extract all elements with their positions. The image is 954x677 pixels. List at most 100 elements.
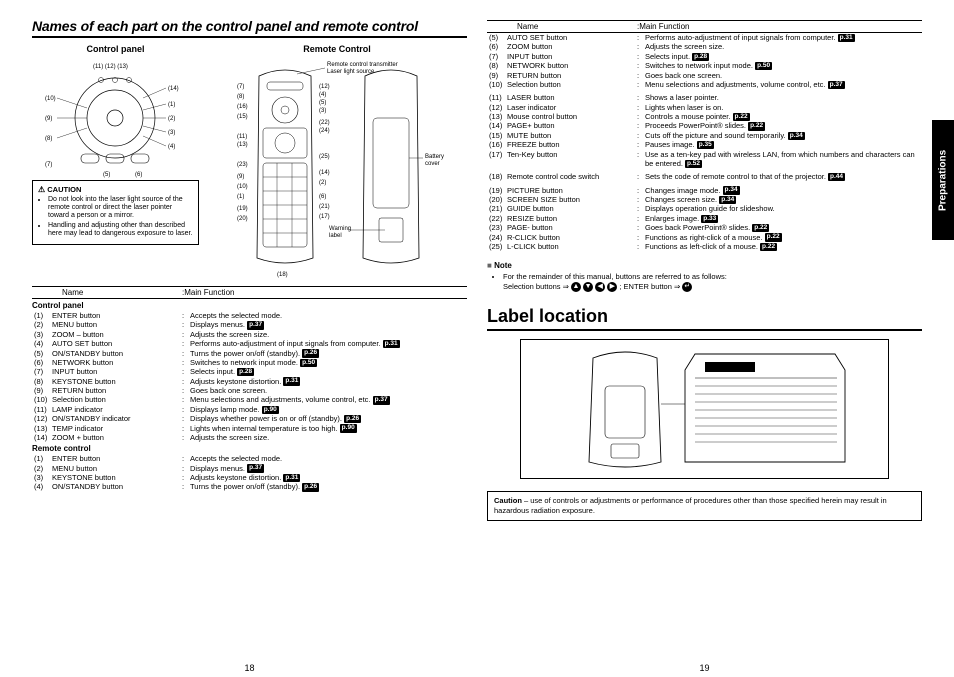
item-function: Changes image mode. p.34: [645, 186, 922, 195]
item-number: (6): [487, 42, 507, 51]
svg-text:(8): (8): [237, 94, 244, 100]
svg-text:(7): (7): [237, 84, 244, 90]
table-header-left: Name : Main Function: [32, 286, 467, 299]
item-function: Goes back one screen.: [190, 386, 467, 395]
svg-text:(2): (2): [168, 116, 175, 122]
svg-text:(9): (9): [237, 174, 244, 180]
item-number: (12): [32, 414, 52, 423]
table-row: (14)ZOOM + button:Adjusts the screen siz…: [32, 433, 467, 442]
enter-icon: ↵: [682, 282, 692, 292]
item-name: R-CLICK button: [507, 233, 637, 242]
svg-text:cover: cover: [425, 161, 440, 167]
item-number: (22): [487, 214, 507, 223]
item-name: ZOOM button: [507, 42, 637, 51]
left-arrow-icon: ◀: [595, 282, 605, 292]
item-number: (7): [32, 367, 52, 376]
table-row: (13)TEMP indicator:Lights when internal …: [32, 424, 467, 433]
item-number: (13): [487, 112, 507, 121]
item-number: (5): [487, 33, 507, 42]
svg-text:(13): (13): [237, 142, 248, 148]
item-function: Turns the power on/off (standby). p.26: [190, 482, 467, 491]
control-panel-svg: (11) (12) (13) (10) (9) (8) (7) (14) (1)…: [43, 58, 188, 178]
table-row: (10)Selection button:Menu selections and…: [487, 80, 922, 89]
control-panel-diagram: (11) (12) (13) (10) (9) (8) (7) (14) (1)…: [32, 58, 199, 178]
page-ref-badge: p.34: [719, 196, 736, 204]
item-name: Selection button: [507, 80, 637, 89]
table-row: (24)R-CLICK button:Functions as right-cl…: [487, 233, 922, 242]
page-ref-badge: p.52: [685, 160, 702, 168]
svg-text:(23): (23): [237, 162, 248, 168]
item-number: (12): [487, 103, 507, 112]
page-ref-badge: p.26: [302, 349, 319, 357]
page-ref-badge: p.22: [733, 113, 750, 121]
svg-text:(20): (20): [237, 216, 248, 222]
svg-text:(11) (12) (13): (11) (12) (13): [93, 64, 128, 70]
table-row: (21)GUIDE button:Displays operation guid…: [487, 204, 922, 213]
item-function: Switches to network input mode. p.50: [645, 61, 922, 70]
table-row: (4)AUTO SET button:Performs auto-adjustm…: [32, 339, 467, 348]
svg-text:(5): (5): [319, 100, 326, 106]
svg-text:(10): (10): [45, 96, 56, 102]
item-function: Functions as left-click of a mouse. p.22: [645, 242, 922, 251]
page-number-18: 18: [22, 663, 477, 673]
item-number: (9): [487, 71, 507, 80]
table-row: (3)KEYSTONE button:Adjusts keystone dist…: [32, 473, 467, 482]
item-name: ON/STANDBY indicator: [52, 414, 182, 423]
item-number: (3): [32, 473, 52, 482]
table-row: (13)Mouse control button:Controls a mous…: [487, 112, 922, 121]
item-number: (19): [487, 186, 507, 195]
svg-text:label: label: [329, 233, 342, 239]
item-name: LAMP indicator: [52, 405, 182, 414]
svg-text:(11): (11): [237, 134, 247, 140]
page-ref-badge: p.34: [788, 132, 805, 140]
svg-text:(7): (7): [45, 162, 52, 168]
th-fn-r: Main Function: [639, 22, 922, 31]
remote-control-svg: Remote control transmitter Laser light s…: [207, 58, 467, 280]
page-ref-badge: p.26: [302, 483, 319, 491]
item-name: KEYSTONE button: [52, 473, 182, 482]
table-row: (14)PAGE+ button:Proceeds PowerPoint® sl…: [487, 121, 922, 130]
page-ref-badge: p.31: [283, 377, 300, 385]
svg-text:(16): (16): [237, 104, 248, 110]
page-ref-badge: p.31: [383, 340, 400, 348]
item-name: ZOOM + button: [52, 433, 182, 442]
item-name: Remote control code switch: [507, 172, 637, 181]
page-19: Name : Main Function (5)AUTO SET button:…: [477, 18, 932, 665]
page-ref-badge: p.35: [697, 141, 714, 149]
caution-box: ⚠ CAUTION Do not look into the laser lig…: [32, 180, 199, 245]
item-name: INPUT button: [507, 52, 637, 61]
svg-text:(14): (14): [319, 170, 330, 176]
page-ref-badge: p.33: [701, 215, 718, 223]
item-number: (11): [487, 93, 507, 102]
svg-text:(17): (17): [319, 214, 330, 220]
page-ref-badge: p.37: [247, 321, 264, 329]
warning-triangle-icon: ⚠: [38, 185, 45, 194]
table-row: (7)INPUT button:Selects input. p.28: [32, 367, 467, 376]
item-name: PAGE- button: [507, 223, 637, 232]
item-name: GUIDE button: [507, 204, 637, 213]
item-name: AUTO SET button: [52, 339, 182, 348]
svg-text:(4): (4): [168, 144, 175, 150]
item-number: (10): [32, 395, 52, 404]
table-row: (4)ON/STANDBY button:Turns the power on/…: [32, 482, 467, 491]
item-function: Displays whether power is on or off (sta…: [190, 414, 467, 423]
page-ref-badge: p.22: [760, 243, 777, 251]
svg-text:(9): (9): [45, 116, 52, 122]
side-tab-preparations: Preparations: [932, 120, 954, 240]
up-arrow-icon: ▲: [571, 282, 581, 292]
item-name: SCREEN SIZE button: [507, 195, 637, 204]
item-function: Adjusts the screen size.: [190, 433, 467, 442]
rc-label-laser: Laser light source: [327, 69, 375, 75]
page-ref-badge: p.28: [237, 368, 254, 376]
item-function: Selects input. p.28: [645, 52, 922, 61]
item-name: ZOOM – button: [52, 330, 182, 339]
table-row: (17)Ten-Key button:Use as a ten-key pad …: [487, 150, 922, 169]
item-number: (25): [487, 242, 507, 251]
page-ref-badge: p.44: [828, 173, 845, 181]
item-name: ON/STANDBY button: [52, 349, 182, 358]
item-function: Cuts off the picture and sound temporari…: [645, 131, 922, 140]
item-function: Adjusts the screen size.: [645, 42, 922, 51]
svg-text:(14): (14): [168, 86, 179, 92]
page-ref-badge: p.28: [692, 53, 709, 61]
item-name: ENTER button: [52, 311, 182, 320]
